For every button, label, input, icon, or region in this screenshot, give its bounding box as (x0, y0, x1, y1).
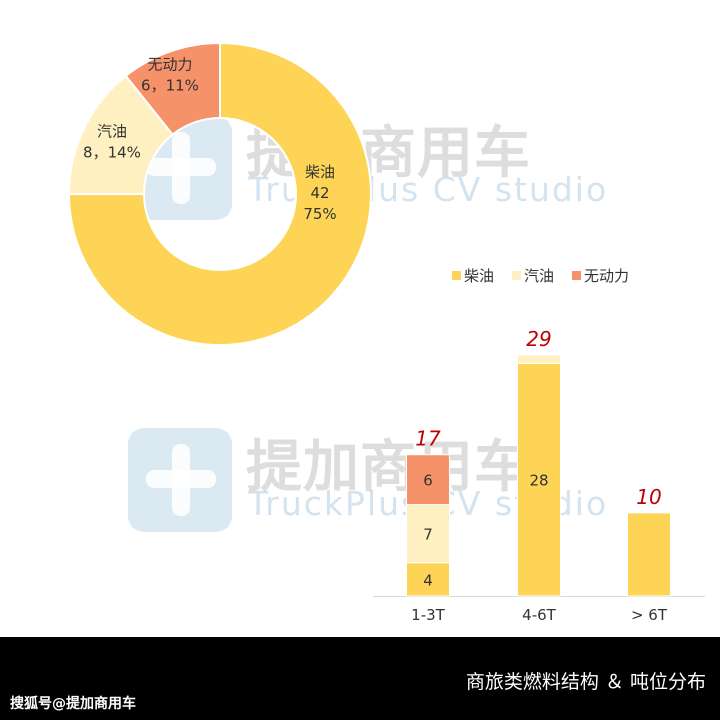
bar-segment-label: 4 (423, 571, 433, 589)
chart-caption: 商旅类燃料结构 ＆ 吨位分布 (465, 671, 706, 693)
bar-segment-label: 7 (423, 526, 433, 544)
donut-slice-label: 无动力 (147, 56, 192, 74)
bar-total-label: 29 (526, 327, 551, 351)
bar-total-label: 17 (415, 427, 441, 451)
donut-slice (124, 41, 221, 136)
donut-slice-label: 75% (303, 205, 336, 223)
donut-slice (67, 41, 372, 346)
tonnage-stacked-bar-chart: 柴油 汽油 无动力 4 7 6 17 1-3T 28 29 4-6T 10 > 6T (373, 267, 705, 624)
legend-swatch (512, 271, 521, 280)
legend-label: 柴油 (464, 267, 494, 285)
donut-slice-label: 柴油 (305, 163, 335, 181)
footer-bar: 商旅类燃料结构 ＆ 吨位分布 搜狐号@提加商用车 (0, 637, 720, 720)
bar-segment (406, 504, 450, 564)
donut-slice-label: 42 (310, 184, 329, 202)
fuel-donut-chart: 柴油 42 75% 汽油 8，14% 无动力 6，11% (67, 41, 372, 346)
legend-swatch (452, 271, 461, 280)
bar-segment (406, 562, 450, 597)
bar-segment (517, 362, 561, 597)
x-tick-label: 1-3T (411, 606, 445, 624)
x-tick-label: > 6T (631, 606, 668, 624)
bar-segment (517, 354, 561, 364)
legend-label: 无动力 (584, 267, 629, 285)
bar-segment (406, 454, 450, 506)
legend-label: 汽油 (524, 267, 554, 285)
legend-swatch (572, 271, 581, 280)
donut-slice-label: 6，11% (141, 77, 199, 95)
bar-segment-label: 6 (423, 472, 433, 490)
bar-segment (627, 512, 671, 597)
bar-segment-label: 28 (529, 472, 548, 490)
x-tick-label: 4-6T (522, 606, 556, 624)
donut-slice-label: 8，14% (83, 144, 141, 162)
source-credit: 搜狐号@提加商用车 (10, 696, 136, 712)
bar-total-label: 10 (636, 485, 661, 509)
donut-slice-label: 汽油 (97, 123, 127, 141)
